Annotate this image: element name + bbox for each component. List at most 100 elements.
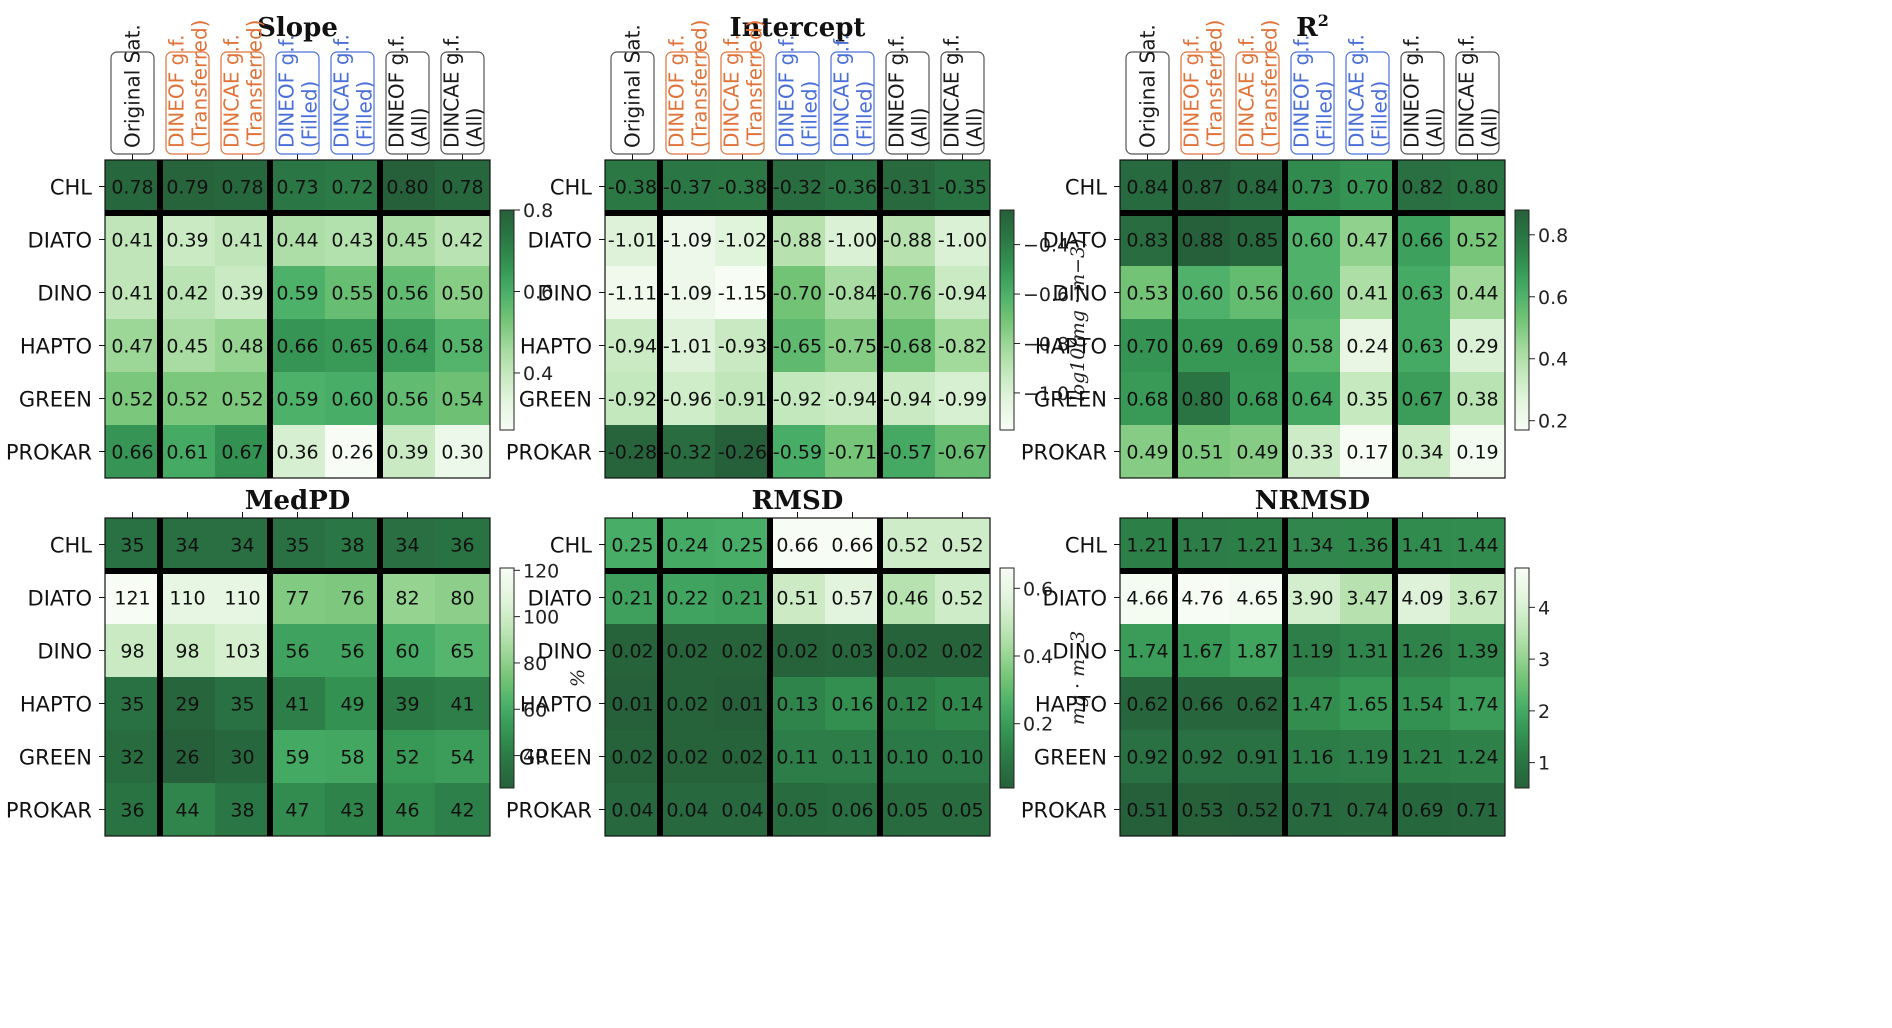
panel-title: MedPD xyxy=(245,486,351,516)
cell-value-label: 0.46 xyxy=(886,588,928,610)
heatmap-cell xyxy=(1285,160,1340,213)
cell-value-label: -1.11 xyxy=(608,283,657,305)
cell-value-label: -0.68 xyxy=(883,336,932,358)
cell-value-label: 103 xyxy=(224,641,260,663)
column-header-line: (All) xyxy=(1478,108,1502,148)
heatmap-cell xyxy=(605,213,660,266)
heatmap-cell xyxy=(160,571,215,624)
cell-value-label: 0.04 xyxy=(721,800,763,822)
heatmap-cell xyxy=(435,319,490,372)
row-label-dino: DINO xyxy=(37,640,92,664)
cell-value-label: 0.74 xyxy=(1346,800,1388,822)
cell-value-label: 34 xyxy=(175,535,199,557)
heatmap-cell xyxy=(935,213,990,266)
cell-value-label: 56 xyxy=(340,641,364,663)
heatmap-cell xyxy=(1285,266,1340,319)
row-label-green: GREEN xyxy=(1034,388,1107,412)
heatmap-cell xyxy=(435,425,490,478)
heatmap-cell xyxy=(1340,624,1395,677)
panel-title: Slope xyxy=(257,13,338,43)
colorbar-tick-label: 0.6 xyxy=(1538,287,1568,309)
cell-value-label: 0.82 xyxy=(1401,177,1443,199)
cell-value-label: 0.02 xyxy=(941,641,983,663)
cell-value-label: 0.56 xyxy=(1236,283,1278,305)
column-header-line: (Transferred) xyxy=(188,20,212,148)
column-header-line: (All) xyxy=(408,108,432,148)
heatmap-cell xyxy=(1340,319,1395,372)
heatmap-cell xyxy=(715,160,770,213)
heatmap-cell xyxy=(325,319,380,372)
heatmap-cell xyxy=(770,730,825,783)
heatmap-cell xyxy=(325,571,380,624)
cell-value-label: 0.51 xyxy=(1181,442,1223,464)
column-header-dineof-g-f-filled: DINEOF g.f. (Filled) xyxy=(1290,35,1337,155)
cell-value-label: 76 xyxy=(340,588,364,610)
heatmap-cell xyxy=(825,518,880,571)
heatmap-cell xyxy=(770,677,825,730)
row-label-hapto: HAPTO xyxy=(520,693,592,717)
cell-value-label: 1.54 xyxy=(1401,694,1443,716)
cell-value-label: 0.02 xyxy=(886,641,928,663)
column-header-line: (All) xyxy=(1423,108,1447,148)
cell-value-label: -0.94 xyxy=(608,336,657,358)
heatmap-cell xyxy=(1285,783,1340,836)
column-header-dincae-g-f-all: DINCAE g.f. (All) xyxy=(1455,34,1502,155)
column-header-line: (Transferred) xyxy=(243,20,267,148)
heatmap-cell xyxy=(715,425,770,478)
column-header-box xyxy=(665,51,710,155)
column-header-line: DINCAE g.f. xyxy=(830,34,854,148)
row-label-green: GREEN xyxy=(19,746,92,770)
heatmap-cell xyxy=(1230,783,1285,836)
column-header-box xyxy=(1400,51,1445,155)
heatmap-cell xyxy=(770,783,825,836)
heatmap-cell xyxy=(825,213,880,266)
cell-value-label: 38 xyxy=(340,535,364,557)
heatmap-cell xyxy=(1230,160,1285,213)
heatmap-cell xyxy=(660,730,715,783)
cell-value-label: 1.39 xyxy=(1456,641,1498,663)
heatmap-cell xyxy=(215,571,270,624)
heatmap-cell xyxy=(1120,624,1175,677)
heatmap-cell xyxy=(935,319,990,372)
column-header-box xyxy=(1235,51,1280,155)
cell-value-label: 35 xyxy=(120,535,144,557)
heatmap-cell xyxy=(715,677,770,730)
cell-value-label: 47 xyxy=(285,800,309,822)
heatmap-cell xyxy=(1450,677,1505,730)
colorbar-tick-label: 0.2 xyxy=(1023,714,1053,736)
row-label-diato: DIATO xyxy=(1043,229,1107,253)
heatmap-cell xyxy=(160,677,215,730)
cell-value-label: 0.80 xyxy=(386,177,428,199)
heatmap-cell xyxy=(1395,783,1450,836)
heatmap-cell xyxy=(880,783,935,836)
cell-value-label: 0.54 xyxy=(441,389,483,411)
cell-value-label: -1.00 xyxy=(828,230,877,252)
colorbar-tick-label: 0.6 xyxy=(1023,578,1053,600)
column-header-line: DINEOF g.f. xyxy=(1290,35,1314,149)
heatmap-cell xyxy=(160,730,215,783)
panel-title-superscript: 2 xyxy=(1318,11,1329,30)
heatmap-cell xyxy=(1340,677,1395,730)
cell-value-label: 0.60 xyxy=(1181,283,1223,305)
colorbar-label: mg · m−3 xyxy=(1067,631,1089,725)
cell-value-label: 0.64 xyxy=(386,336,428,358)
cell-value-label: -0.35 xyxy=(938,177,987,199)
heatmap-cell xyxy=(880,730,935,783)
cell-value-label: 0.52 xyxy=(221,389,263,411)
cell-value-label: 0.11 xyxy=(776,747,818,769)
cell-value-label: 0.52 xyxy=(111,389,153,411)
column-header-box xyxy=(775,51,820,155)
colorbar-tick-label: 0.8 xyxy=(523,200,553,222)
heatmap-cell xyxy=(1340,160,1395,213)
heatmap-cell xyxy=(715,624,770,677)
cell-value-label: -0.92 xyxy=(608,389,657,411)
cell-value-label: 0.55 xyxy=(331,283,373,305)
heatmap-cell xyxy=(660,783,715,836)
heatmap-cell xyxy=(325,677,380,730)
column-header-line: DINEOF g.f. xyxy=(165,35,189,149)
cell-value-label: 4.65 xyxy=(1236,588,1278,610)
cell-value-label: 0.26 xyxy=(331,442,373,464)
column-header-line: DINCAE g.f. xyxy=(330,34,354,148)
heatmap-cell xyxy=(1230,266,1285,319)
